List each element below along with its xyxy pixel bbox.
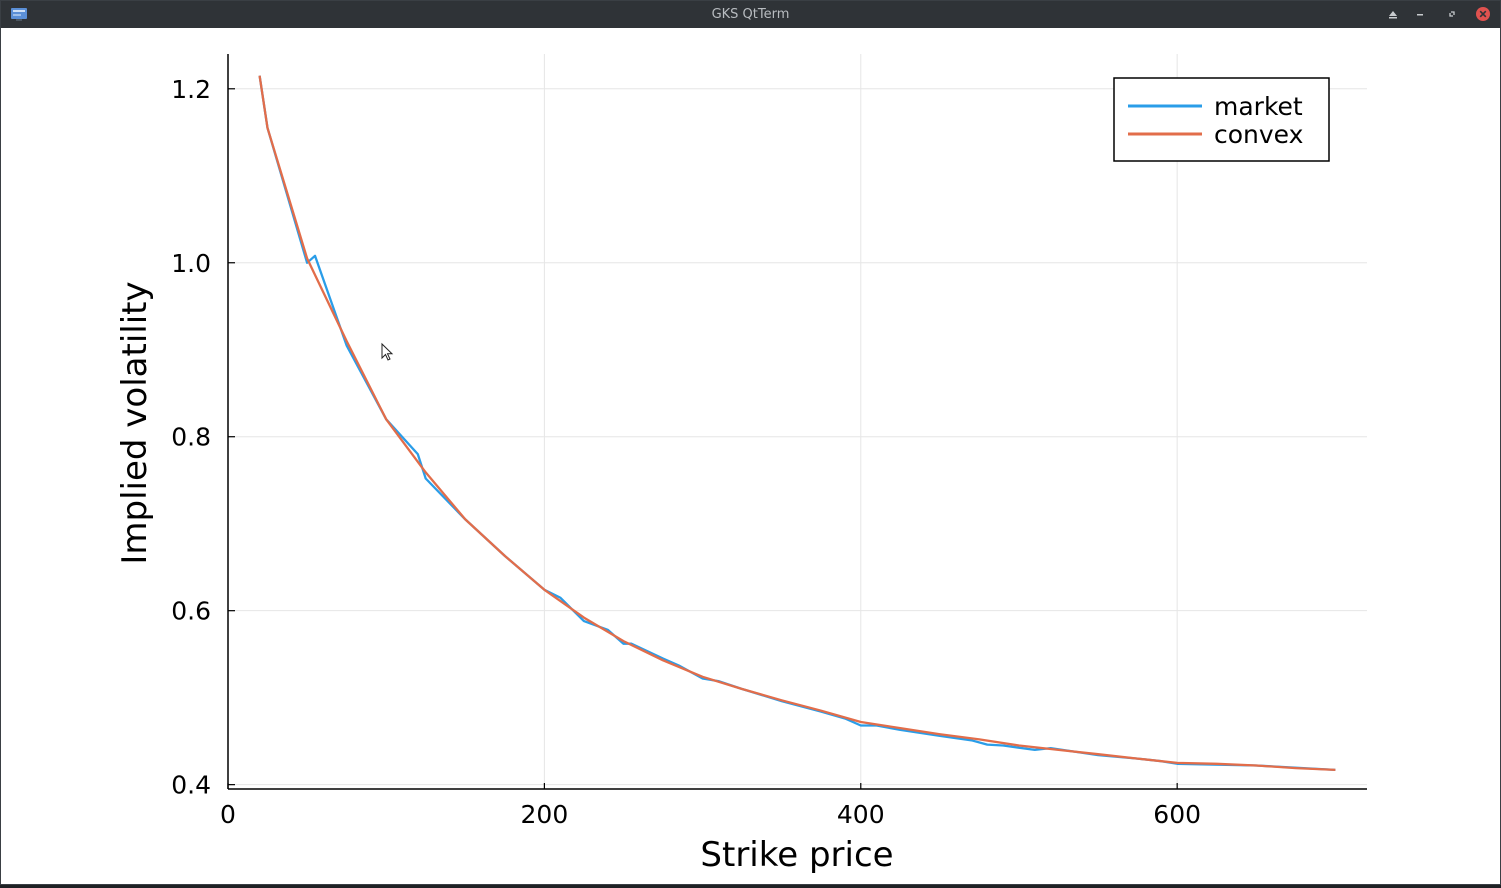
- plot-area: 0 200 400 600 0.4 0.6 0.8 1.0 1.2 Strike price …: [1, 28, 1500, 884]
- series-group: [258, 75, 1336, 772]
- x-tick-label: 400: [837, 800, 885, 829]
- y-tick-label: 0.4: [171, 771, 211, 800]
- y-ticks: 0.4 0.6 0.8 1.0 1.2: [171, 75, 235, 800]
- x-axis-label: Strike price: [700, 835, 893, 875]
- series-line-convex: [258, 75, 1336, 772]
- chart: 0 200 400 600 0.40.60.81.01.2 Strike price …: [115, 54, 1367, 875]
- x-tick-label: 600: [1153, 800, 1201, 829]
- window-title: GKS QtTerm: [711, 7, 790, 22]
- legend-box: [1113, 77, 1330, 162]
- axes: [227, 54, 1367, 790]
- cursor-icon: [381, 342, 394, 361]
- x-tick-label: 0: [220, 800, 236, 829]
- x-ticks: 0 200 400 600: [220, 783, 1201, 829]
- series-line-market: [258, 75, 1336, 772]
- y-tick-label: 0.6: [171, 597, 211, 626]
- legend: market convex: [1113, 77, 1330, 162]
- x-tick-label: 200: [521, 800, 569, 829]
- y-tick-label: 0.8: [171, 423, 211, 452]
- minimize-icon[interactable]: [1412, 6, 1428, 22]
- app-icon[interactable]: [10, 7, 28, 21]
- y-tick-label: 1.2: [171, 75, 211, 104]
- legend-label-market: market: [1214, 92, 1303, 121]
- shade-icon[interactable]: [1385, 6, 1401, 22]
- restore-icon[interactable]: [1444, 6, 1460, 22]
- title-bar[interactable]: GKS QtTerm: [1, 1, 1500, 28]
- y-tick-label: 1.0: [171, 249, 211, 278]
- grid: [227, 54, 1367, 789]
- legend-label-convex: convex: [1214, 120, 1303, 149]
- close-icon[interactable]: [1475, 6, 1491, 22]
- y-axis-label: Implied volatility: [115, 281, 155, 564]
